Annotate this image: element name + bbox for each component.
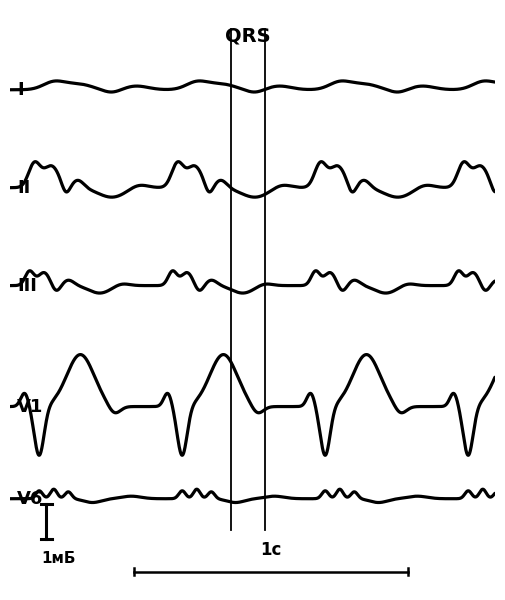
- Text: QRS: QRS: [225, 26, 271, 46]
- Text: II: II: [17, 179, 31, 197]
- Text: I: I: [17, 81, 24, 99]
- Text: 1c: 1c: [260, 541, 281, 559]
- Text: V6: V6: [17, 490, 44, 508]
- Text: V1: V1: [17, 398, 44, 416]
- Text: 1мБ: 1мБ: [41, 551, 76, 566]
- Text: III: III: [17, 277, 37, 295]
